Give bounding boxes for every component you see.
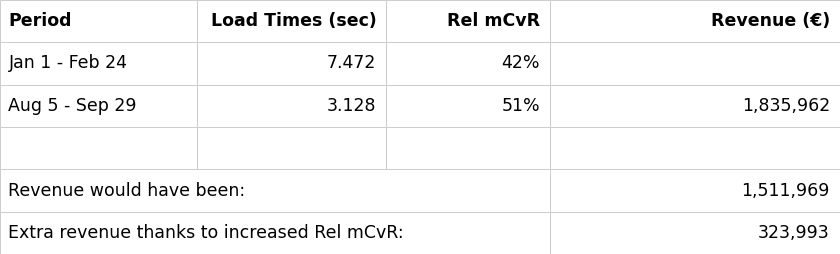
Bar: [0, 169, 550, 212]
Bar: [550, 127, 840, 169]
Text: Extra revenue thanks to increased Rel mCvR:: Extra revenue thanks to increased Rel mC…: [8, 224, 404, 242]
Bar: [386, 85, 550, 127]
Text: Load Times (sec): Load Times (sec): [211, 12, 376, 30]
Bar: [550, 212, 840, 254]
Text: Rel mCvR: Rel mCvR: [447, 12, 540, 30]
Bar: [0, 42, 197, 85]
Bar: [386, 42, 550, 85]
Text: Revenue (€): Revenue (€): [711, 12, 830, 30]
Bar: [197, 0, 386, 42]
Bar: [0, 85, 197, 127]
Text: Jan 1 - Feb 24: Jan 1 - Feb 24: [8, 55, 128, 72]
Bar: [197, 85, 386, 127]
Text: 3.128: 3.128: [327, 97, 376, 115]
Bar: [386, 0, 550, 42]
Bar: [550, 42, 840, 85]
Bar: [0, 127, 197, 169]
Bar: [197, 42, 386, 85]
Text: Revenue would have been:: Revenue would have been:: [8, 182, 245, 199]
Text: Period: Period: [8, 12, 72, 30]
Bar: [550, 0, 840, 42]
Bar: [0, 0, 197, 42]
Text: 1,511,969: 1,511,969: [742, 182, 830, 199]
Text: 51%: 51%: [501, 97, 540, 115]
Bar: [550, 169, 840, 212]
Text: Aug 5 - Sep 29: Aug 5 - Sep 29: [8, 97, 137, 115]
Bar: [386, 127, 550, 169]
Text: 42%: 42%: [501, 55, 540, 72]
Bar: [550, 85, 840, 127]
Text: 1,835,962: 1,835,962: [742, 97, 830, 115]
Text: 323,993: 323,993: [759, 224, 830, 242]
Text: 7.472: 7.472: [327, 55, 376, 72]
Bar: [197, 127, 386, 169]
Bar: [0, 212, 550, 254]
